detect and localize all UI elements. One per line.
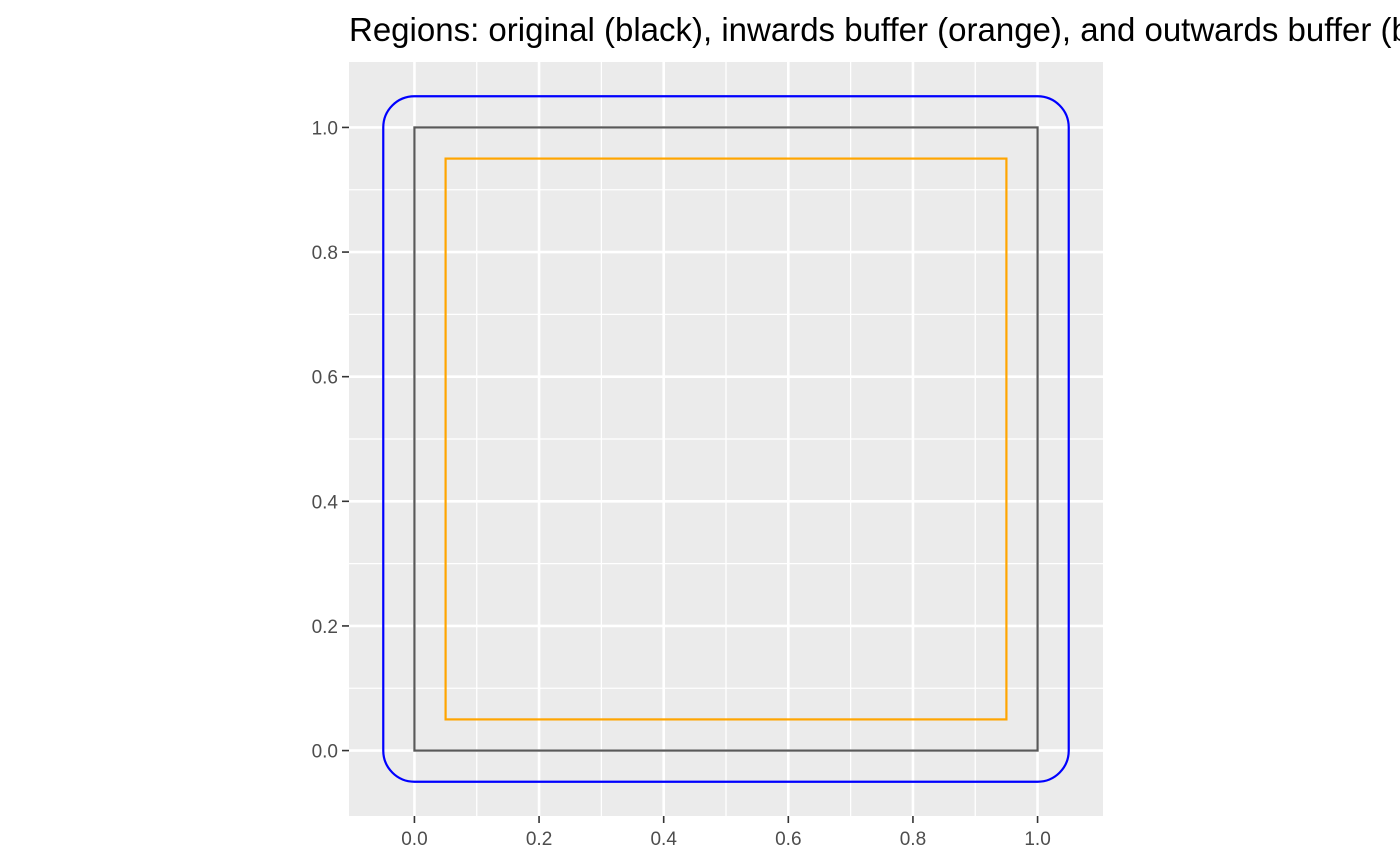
x-axis: 0.0 0.2 0.4 0.6 0.8 1.0 <box>401 816 1051 850</box>
x-tick-label: 0.2 <box>526 829 552 850</box>
y-tick-label: 1.0 <box>312 118 338 139</box>
x-tick-label: 1.0 <box>1024 829 1050 850</box>
region-inwards <box>444 157 1008 721</box>
regions <box>382 95 1070 783</box>
region-original <box>413 126 1039 752</box>
grid-minor <box>349 62 1103 816</box>
x-tick-label: 0.0 <box>401 829 427 850</box>
y-tick-label: 0.2 <box>312 617 338 638</box>
x-tick-label: 0.8 <box>900 829 926 850</box>
y-tick-label: 0.4 <box>312 492 339 513</box>
region-outwards <box>382 95 1070 783</box>
x-tick-label: 0.4 <box>650 829 677 850</box>
y-tick-label: 0.6 <box>312 368 338 389</box>
chart-title: Regions: original (black), inwards buffe… <box>349 11 1400 48</box>
y-tick-label: 0.8 <box>312 243 338 264</box>
y-tick-label: 0.0 <box>312 742 338 763</box>
x-tick-label: 0.6 <box>775 829 801 850</box>
y-axis: 0.0 0.2 0.4 0.6 0.8 1.0 <box>312 118 349 763</box>
